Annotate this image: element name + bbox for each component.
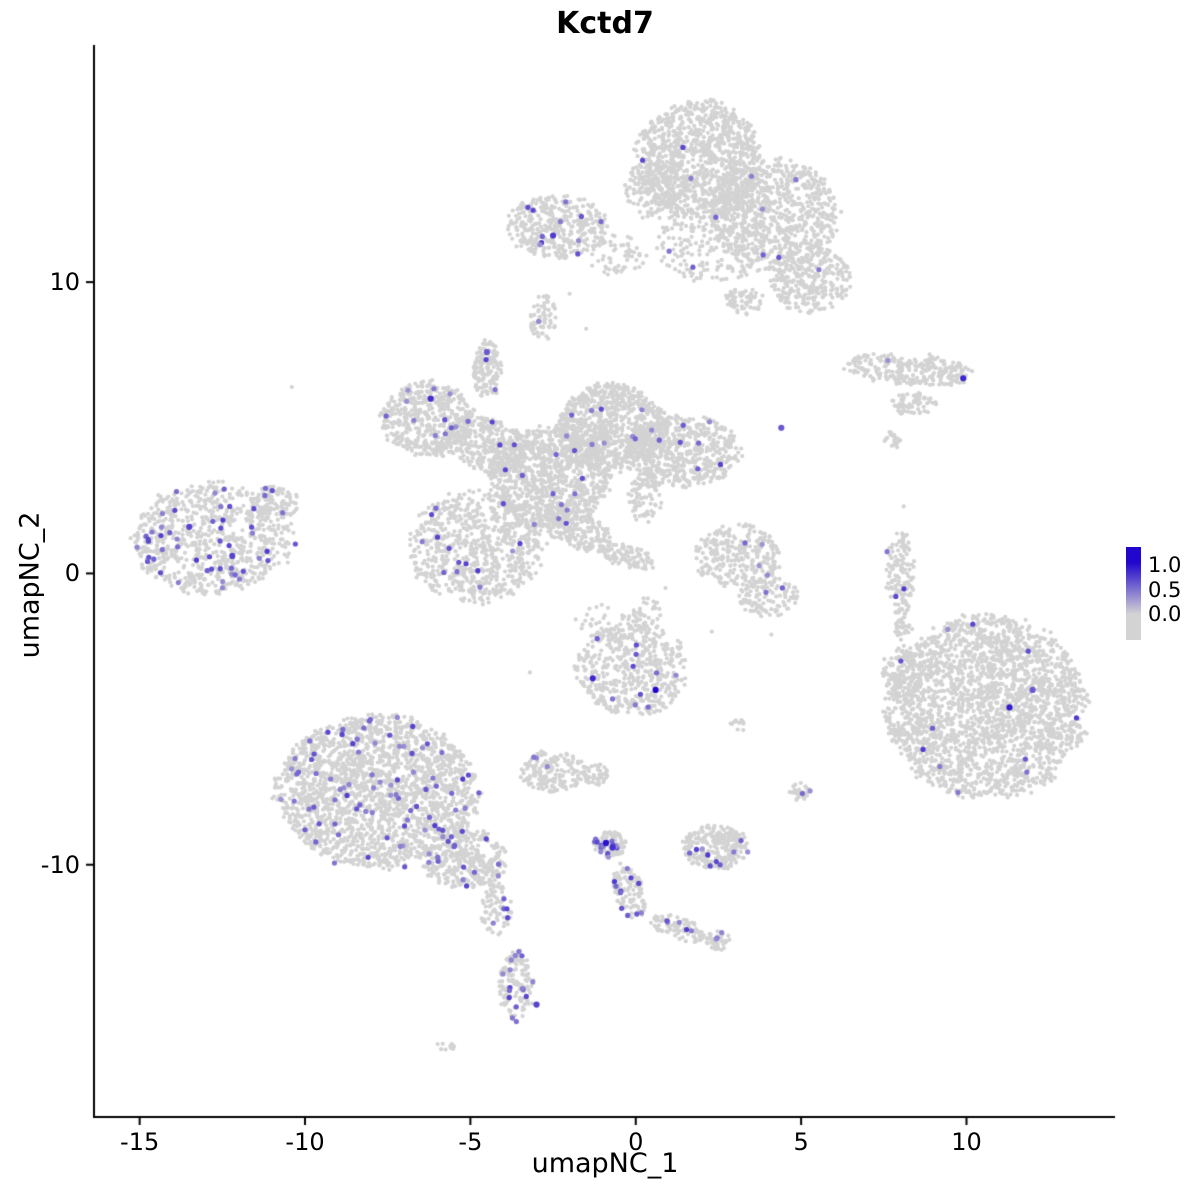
expression-legend: 1.0 0.5 0.0 — [1126, 547, 1196, 647]
expression-colorbar — [1126, 547, 1141, 640]
legend-tick-label: 1.0 — [1148, 553, 1182, 577]
y-axis-label: umapNC_2 — [14, 511, 46, 659]
legend-tick-label: 0.0 — [1148, 602, 1182, 626]
plot-title: Kctd7 — [556, 6, 654, 41]
legend-tick-label: 0.5 — [1148, 577, 1182, 602]
x-axis-label: umapNC_1 — [531, 1148, 679, 1179]
